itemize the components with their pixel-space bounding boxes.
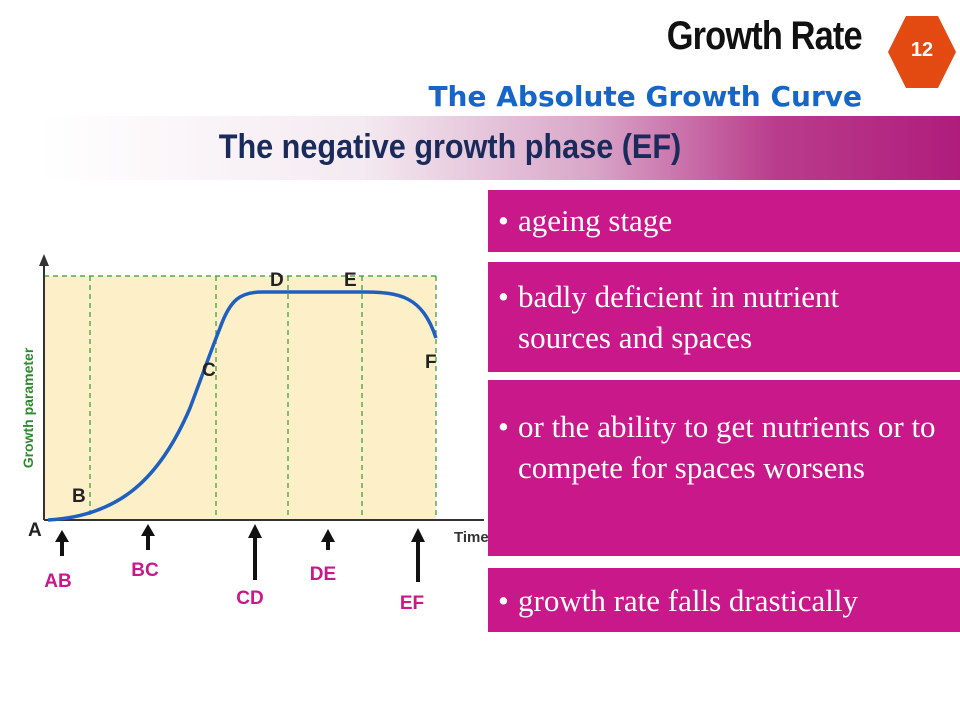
bullet-box-growth-rate: • growth rate falls drastically — [488, 568, 960, 632]
phase-arrow-cd — [248, 524, 262, 580]
bullet-box-deficient: • badly deficient in nutrient sources an… — [488, 262, 960, 372]
slide-number: 12 — [910, 39, 934, 61]
bullet-icon: • — [498, 279, 509, 314]
point-label-f: F — [425, 352, 437, 373]
x-axis-label: Time — [454, 529, 488, 546]
bullet-box-ageing: • ageing stage — [488, 190, 960, 252]
phase-label-ef: EF — [400, 593, 424, 614]
point-label-c: C — [202, 360, 216, 381]
phase-arrow-ab — [55, 530, 69, 556]
bullet-box-ability: • or the ability to get nutrients or to … — [488, 380, 960, 556]
plot-area — [44, 276, 436, 520]
section-banner: The negative growth phase (EF) — [40, 116, 960, 180]
point-label-d: D — [270, 270, 284, 291]
bullet-text: growth rate falls drastically — [518, 583, 859, 618]
bullet-text: or the ability to get nutrients or to co… — [518, 409, 936, 485]
bullet-icon: • — [498, 409, 509, 444]
bullet-icon: • — [498, 583, 509, 618]
point-label-e: E — [344, 270, 357, 291]
phase-arrow-de — [321, 529, 335, 550]
point-label-a: A — [28, 520, 42, 541]
phase-label-de: DE — [310, 564, 336, 585]
phase-arrow-bc — [141, 524, 155, 550]
slide-title: Growth Rate — [666, 14, 863, 58]
phase-label-bc: BC — [131, 560, 159, 581]
phase-arrow-ef — [411, 528, 425, 582]
growth-curve — [47, 290, 438, 522]
bullet-icon: • — [498, 203, 509, 238]
y-axis-label: Growth parameter — [20, 347, 36, 468]
point-label-b: B — [72, 486, 86, 507]
banner-heading: The negative growth phase (EF) — [218, 128, 682, 166]
bullet-text: badly deficient in nutrient sources and … — [518, 279, 840, 355]
growth-curve-diagram: Growth parameter Time A B C D E F — [14, 238, 488, 614]
phase-label-cd: CD — [236, 588, 263, 609]
slide-number-badge: 12 — [886, 14, 958, 90]
bullet-text: ageing stage — [518, 203, 673, 238]
slide-subtitle: The Absolute Growth Curve — [428, 80, 862, 113]
phase-arrows — [55, 524, 425, 582]
phase-label-ab: AB — [44, 571, 71, 592]
y-axis-arrowhead — [39, 254, 49, 266]
phase-gridlines — [44, 275, 437, 520]
